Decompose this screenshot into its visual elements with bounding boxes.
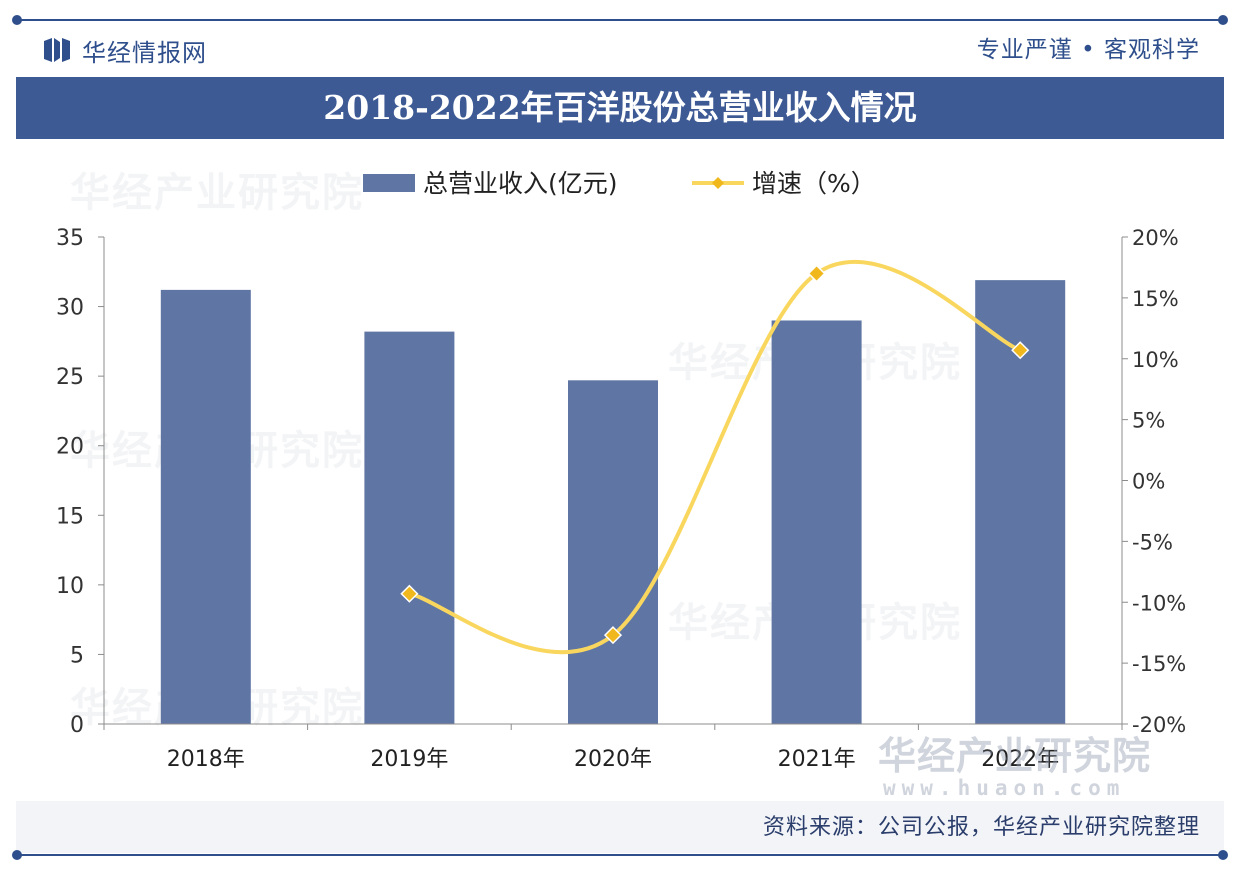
y-tick-label-right: -15% <box>1132 652 1186 676</box>
x-tick-label: 2020年 <box>574 747 652 772</box>
growth-point <box>603 626 623 645</box>
growth-point <box>1011 341 1030 360</box>
brand-name: 华经情报网 <box>82 38 207 67</box>
y-tick-label-right: 10% <box>1132 348 1179 372</box>
y-tick-label-left: 0 <box>70 713 84 738</box>
y-tick-label-left: 30 <box>56 296 84 321</box>
bar-revenue <box>364 331 455 724</box>
rule-dot <box>12 15 22 25</box>
rule-dot <box>12 850 22 860</box>
legend-label-bar: 总营业收入(亿元) <box>423 169 618 198</box>
x-tick-label: 2018年 <box>167 747 245 772</box>
top-rule <box>12 15 1228 25</box>
y-tick-label-right: 0% <box>1132 470 1165 494</box>
rule-dot <box>1218 850 1228 860</box>
bar-revenue <box>771 320 862 724</box>
y-tick-label-right: -20% <box>1132 713 1186 737</box>
watermark-logo-site: www.huaon.com <box>883 776 1126 800</box>
y-tick-label-right: 15% <box>1132 287 1179 311</box>
rule-dot <box>1218 15 1228 25</box>
y-tick-label-right: -10% <box>1132 591 1186 615</box>
growth-point <box>400 584 419 603</box>
x-tick-label: 2019年 <box>370 747 448 772</box>
legend-label-line: 增速（%） <box>752 169 876 198</box>
growth-line <box>407 259 1023 655</box>
y-tick-label-left: 10 <box>56 574 84 599</box>
slogan: 专业严谨 • 客观科学 <box>976 37 1200 63</box>
watermark-logo-text: 华经产业研究院 <box>878 734 1152 778</box>
legend-swatch-bar <box>363 174 415 192</box>
legend-marker-line <box>712 177 724 189</box>
y-tick-label-left: 35 <box>56 226 84 251</box>
chart-title: 2018-2022年百洋股份总营业收入情况 <box>16 77 1224 139</box>
x-tick-label: 2021年 <box>778 747 856 772</box>
watermark-text: 华经产业研究院 <box>70 170 364 216</box>
y-tick-label-left: 20 <box>56 435 84 460</box>
y-tick-label-right: 20% <box>1132 226 1179 250</box>
y-tick-label-left: 15 <box>56 504 84 529</box>
source-note: 资料来源：公司公报，华经产业研究院整理 <box>762 815 1200 840</box>
x-tick-label: 2022年 <box>981 747 1059 772</box>
y-tick-label-right: 5% <box>1132 409 1165 433</box>
brand-logo-icon <box>44 38 70 62</box>
growth-point <box>807 264 826 283</box>
brand: 华经情报网 <box>44 33 207 67</box>
y-tick-label-left: 25 <box>56 365 84 390</box>
y-tick-label-left: 5 <box>70 643 84 668</box>
footer-band <box>16 801 1224 853</box>
y-tick-label-right: -5% <box>1132 530 1173 554</box>
bottom-rule <box>12 850 1228 860</box>
bar-revenue <box>568 380 658 724</box>
bar-revenue <box>160 289 251 724</box>
